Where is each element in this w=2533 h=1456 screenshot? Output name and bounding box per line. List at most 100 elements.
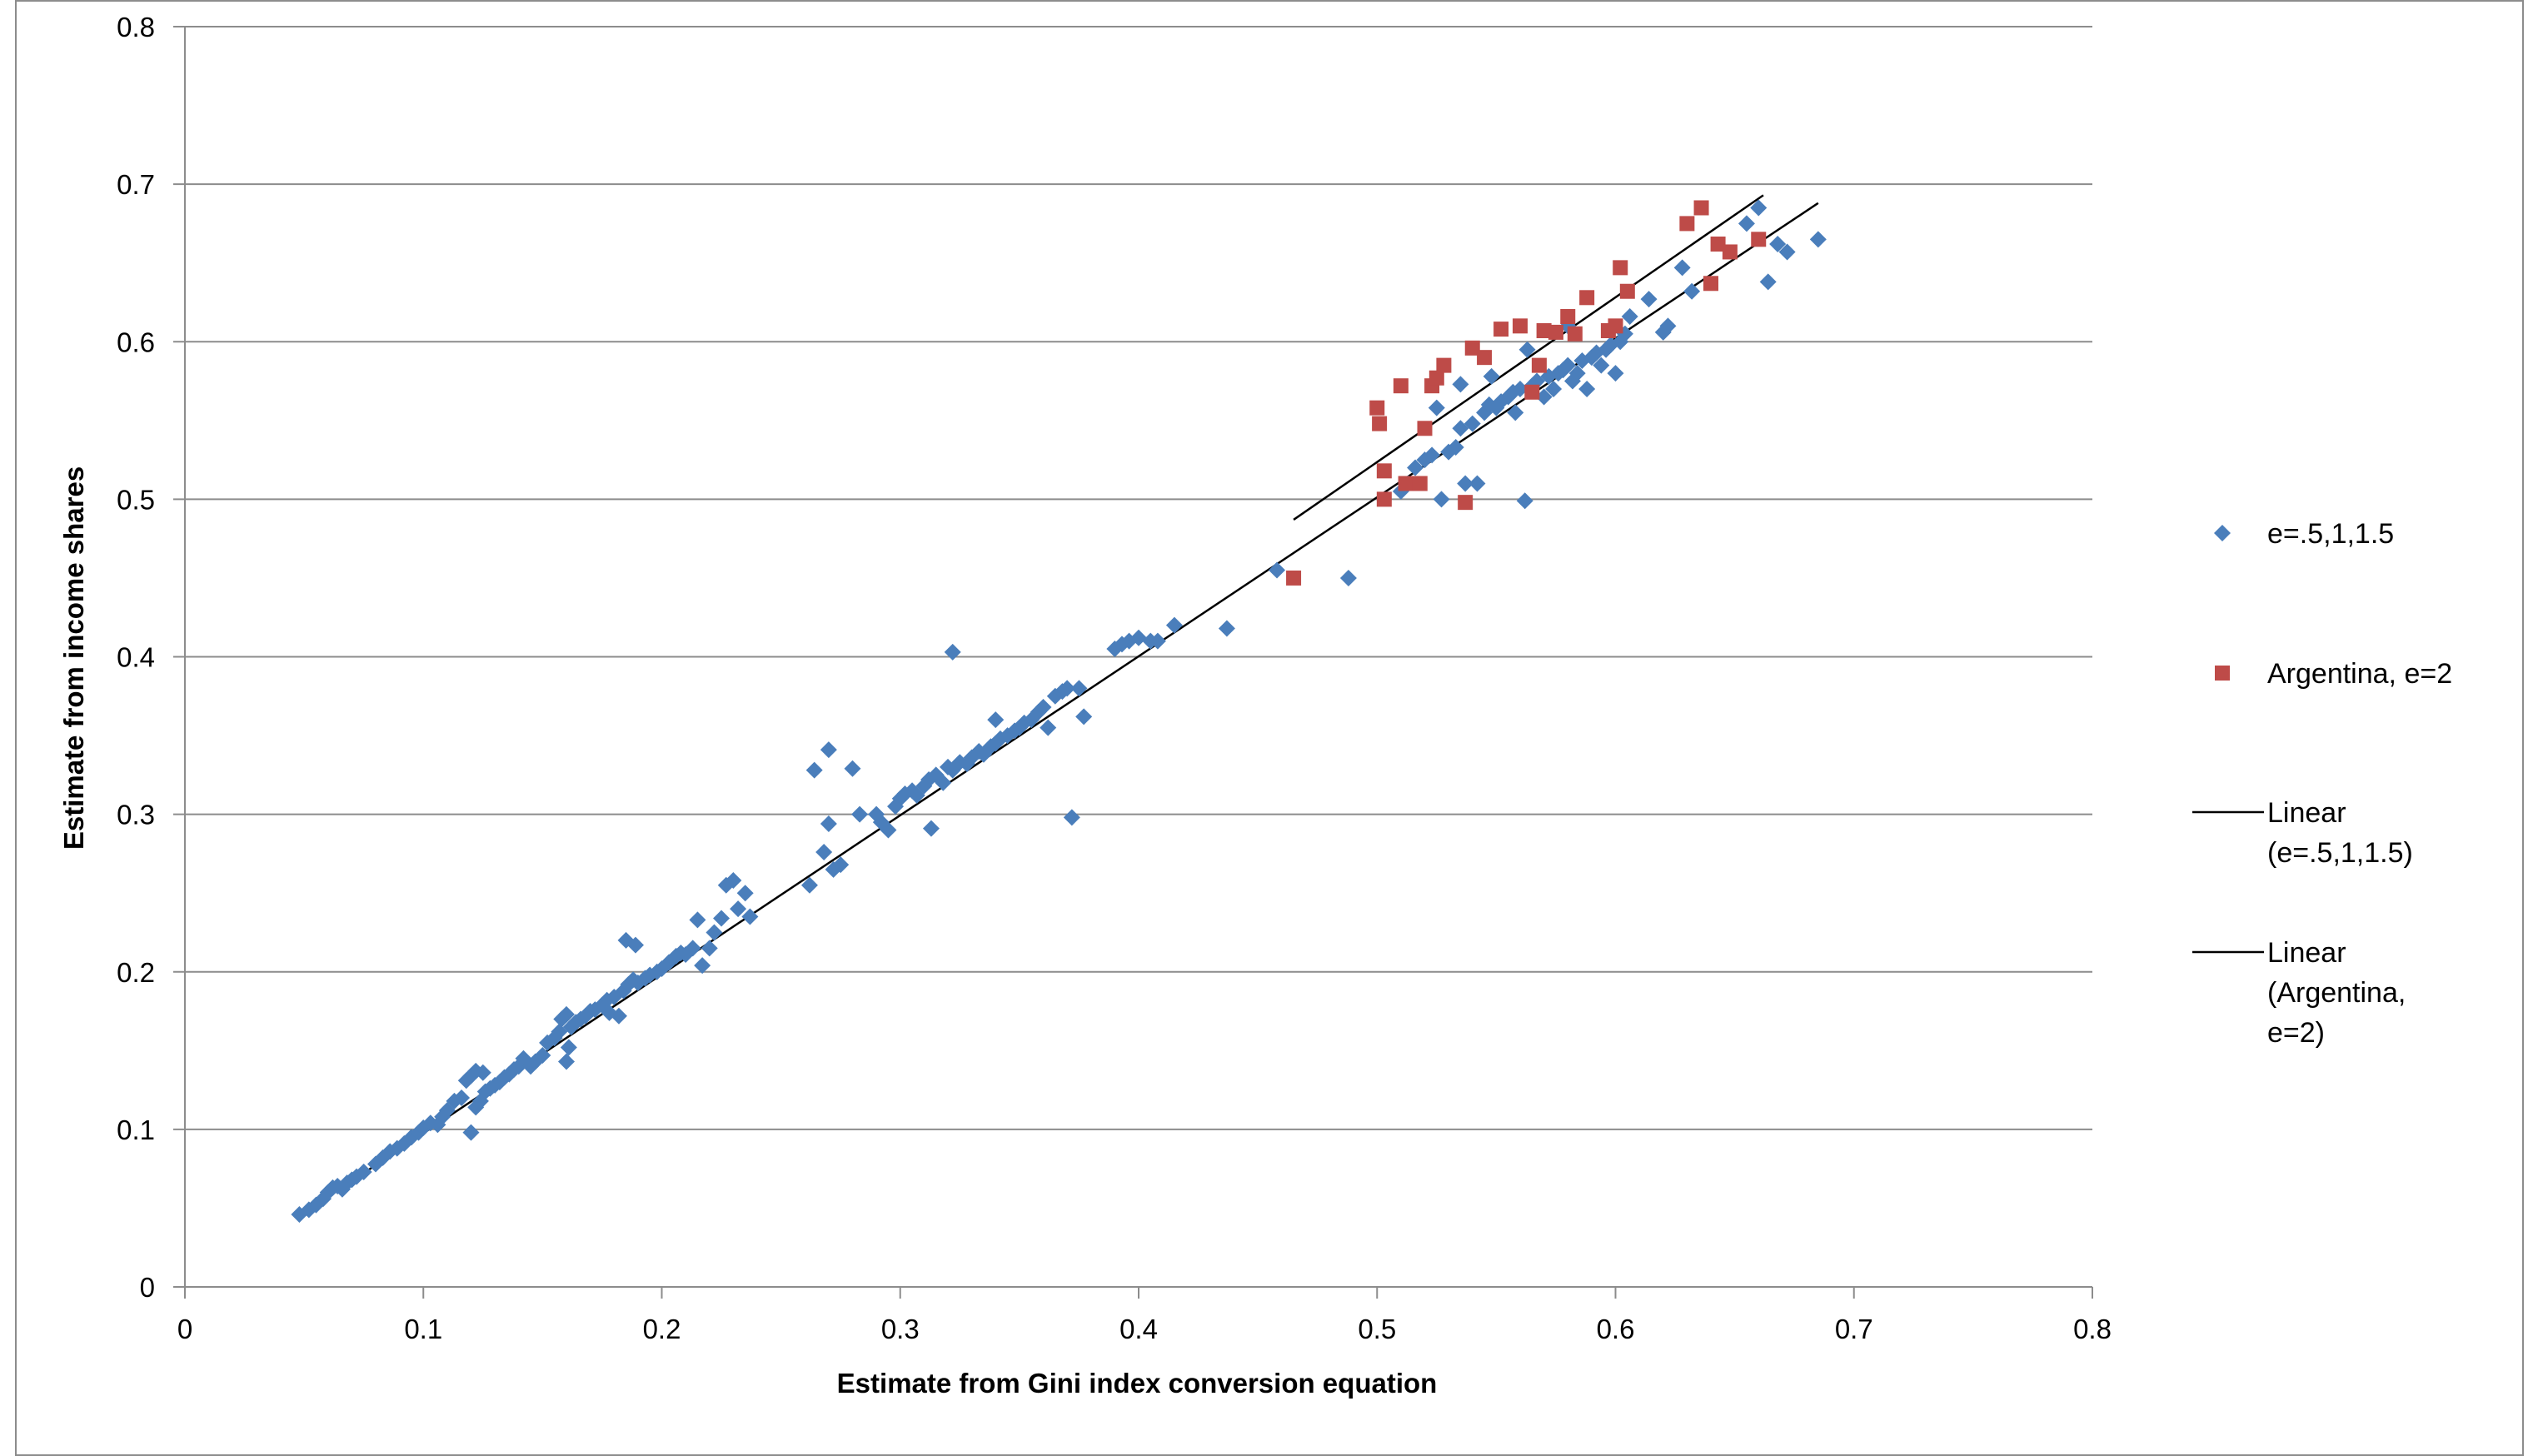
point-1-201 xyxy=(1452,376,1469,393)
point-2-18 xyxy=(1531,357,1547,373)
point-1-94 xyxy=(832,856,850,874)
series-1 xyxy=(291,199,1827,1224)
point-1-150 xyxy=(1424,446,1441,464)
x-tick-label-8: 0.8 xyxy=(2073,1314,2112,1344)
point-2-23 xyxy=(1579,290,1595,306)
point-1-134 xyxy=(1070,680,1088,697)
x-tick-label-0: 0 xyxy=(177,1314,192,1344)
point-2-21 xyxy=(1560,308,1576,324)
point-2-17 xyxy=(1524,384,1540,400)
point-2-11 xyxy=(1436,357,1452,373)
point-1-171 xyxy=(1535,388,1553,406)
point-2-0 xyxy=(1286,570,1302,586)
point-1-173 xyxy=(1545,380,1563,397)
point-1-84 xyxy=(730,900,747,918)
point-2-3 xyxy=(1376,463,1392,479)
point-1-92 xyxy=(820,741,837,759)
legend: e=.5,1,1.5 Argentina, e=2 Linear (e=.5,1,1.… xyxy=(2192,518,2452,1049)
point-2-6 xyxy=(1398,476,1414,491)
point-1-186 xyxy=(1607,365,1624,382)
x-tick-label-3: 0.3 xyxy=(881,1314,920,1344)
x-tick-label-2: 0.2 xyxy=(643,1314,681,1344)
point-2-22 xyxy=(1567,326,1583,342)
point-1-107 xyxy=(922,820,940,837)
y-axis-title: Estimate from income shares xyxy=(58,466,89,850)
legend-label-3: Linear (e=.5,1,1.5) xyxy=(2267,797,2413,869)
point-1-178 xyxy=(1568,365,1586,382)
point-2-27 xyxy=(1619,283,1635,299)
point-1-157 xyxy=(1463,415,1481,432)
point-1-200 xyxy=(1809,231,1827,248)
point-1-194 xyxy=(1683,282,1701,300)
point-1-190 xyxy=(1640,291,1658,308)
series-2 xyxy=(1286,200,1767,586)
legend-marker-1 xyxy=(2214,525,2231,541)
point-1-83 xyxy=(725,872,742,890)
point-1-196 xyxy=(1750,199,1768,217)
x-axis-title: Estimate from Gini index conversion equa… xyxy=(837,1368,1438,1399)
y-tick-label-8: 0.8 xyxy=(117,12,155,42)
point-1-99 xyxy=(880,821,897,839)
point-2-26 xyxy=(1613,260,1628,276)
point-2-2 xyxy=(1372,416,1388,431)
point-1-87 xyxy=(462,1124,480,1141)
point-1-152 xyxy=(1433,491,1450,508)
y-tick-label-2: 0.2 xyxy=(117,957,155,988)
point-2-13 xyxy=(1464,340,1480,356)
axis-titles: Estimate from Gini index conversion equa… xyxy=(58,466,1437,1399)
x-tick-label-4: 0.4 xyxy=(1119,1314,1158,1344)
point-1-88 xyxy=(800,876,818,894)
point-1-167 xyxy=(1516,492,1533,510)
point-1-66 xyxy=(627,936,645,954)
point-1-89 xyxy=(805,761,823,779)
point-2-30 xyxy=(1703,276,1718,292)
point-1-81 xyxy=(713,910,730,927)
point-1-139 xyxy=(1130,629,1147,646)
point-2-32 xyxy=(1722,244,1738,260)
y-tick-label-4: 0.4 xyxy=(117,642,155,673)
point-1-61 xyxy=(610,1007,627,1025)
point-1-192 xyxy=(1659,317,1677,335)
x-tick-label-5: 0.5 xyxy=(1358,1314,1396,1344)
point-1-86 xyxy=(741,908,759,925)
point-1-25 xyxy=(453,1090,471,1107)
point-1-111 xyxy=(944,643,961,661)
point-1-80 xyxy=(706,924,723,941)
point-1-76 xyxy=(684,940,701,957)
point-1-11 xyxy=(355,1163,372,1180)
point-1-48 xyxy=(558,1005,575,1023)
point-1-183 xyxy=(1593,357,1610,374)
point-2-33 xyxy=(1751,232,1767,247)
point-1-95 xyxy=(844,760,861,777)
point-1-195 xyxy=(1738,215,1755,232)
y-tick-label-5: 0.5 xyxy=(117,484,155,515)
point-1-156 xyxy=(1457,475,1474,492)
point-2-10 xyxy=(1429,370,1444,386)
point-2-29 xyxy=(1693,200,1709,216)
tick-labels: 0 0.1 0.2 0.3 0.4 0.5 0.6 0.7 0.8 0 0.1 0.2 0.3 0.4 0.… xyxy=(117,12,2112,1344)
point-1-158 xyxy=(1468,475,1486,492)
point-2-25 xyxy=(1608,318,1623,334)
x-tick-label-1: 0.1 xyxy=(404,1314,442,1344)
point-2-4 xyxy=(1376,491,1392,507)
point-1-90 xyxy=(815,844,833,861)
point-2-14 xyxy=(1477,350,1493,366)
point-1-151 xyxy=(1428,399,1445,416)
point-1-132 xyxy=(1059,680,1076,697)
point-1-165 xyxy=(1507,404,1524,421)
point-1-128 xyxy=(1035,699,1052,716)
point-1-50 xyxy=(560,1039,577,1056)
point-1-145 xyxy=(1339,569,1357,586)
point-1-202 xyxy=(1483,367,1500,385)
point-1-141 xyxy=(1149,632,1166,650)
point-2-31 xyxy=(1710,236,1726,252)
y-tick-label-3: 0.3 xyxy=(117,800,155,830)
point-2-5 xyxy=(1393,378,1409,394)
point-1-109 xyxy=(935,774,952,791)
point-2-20 xyxy=(1548,324,1563,340)
point-1-135 xyxy=(1075,708,1093,726)
point-1-189 xyxy=(1621,307,1638,325)
legend-marker-2 xyxy=(2215,666,2230,681)
axes xyxy=(173,26,2093,1299)
